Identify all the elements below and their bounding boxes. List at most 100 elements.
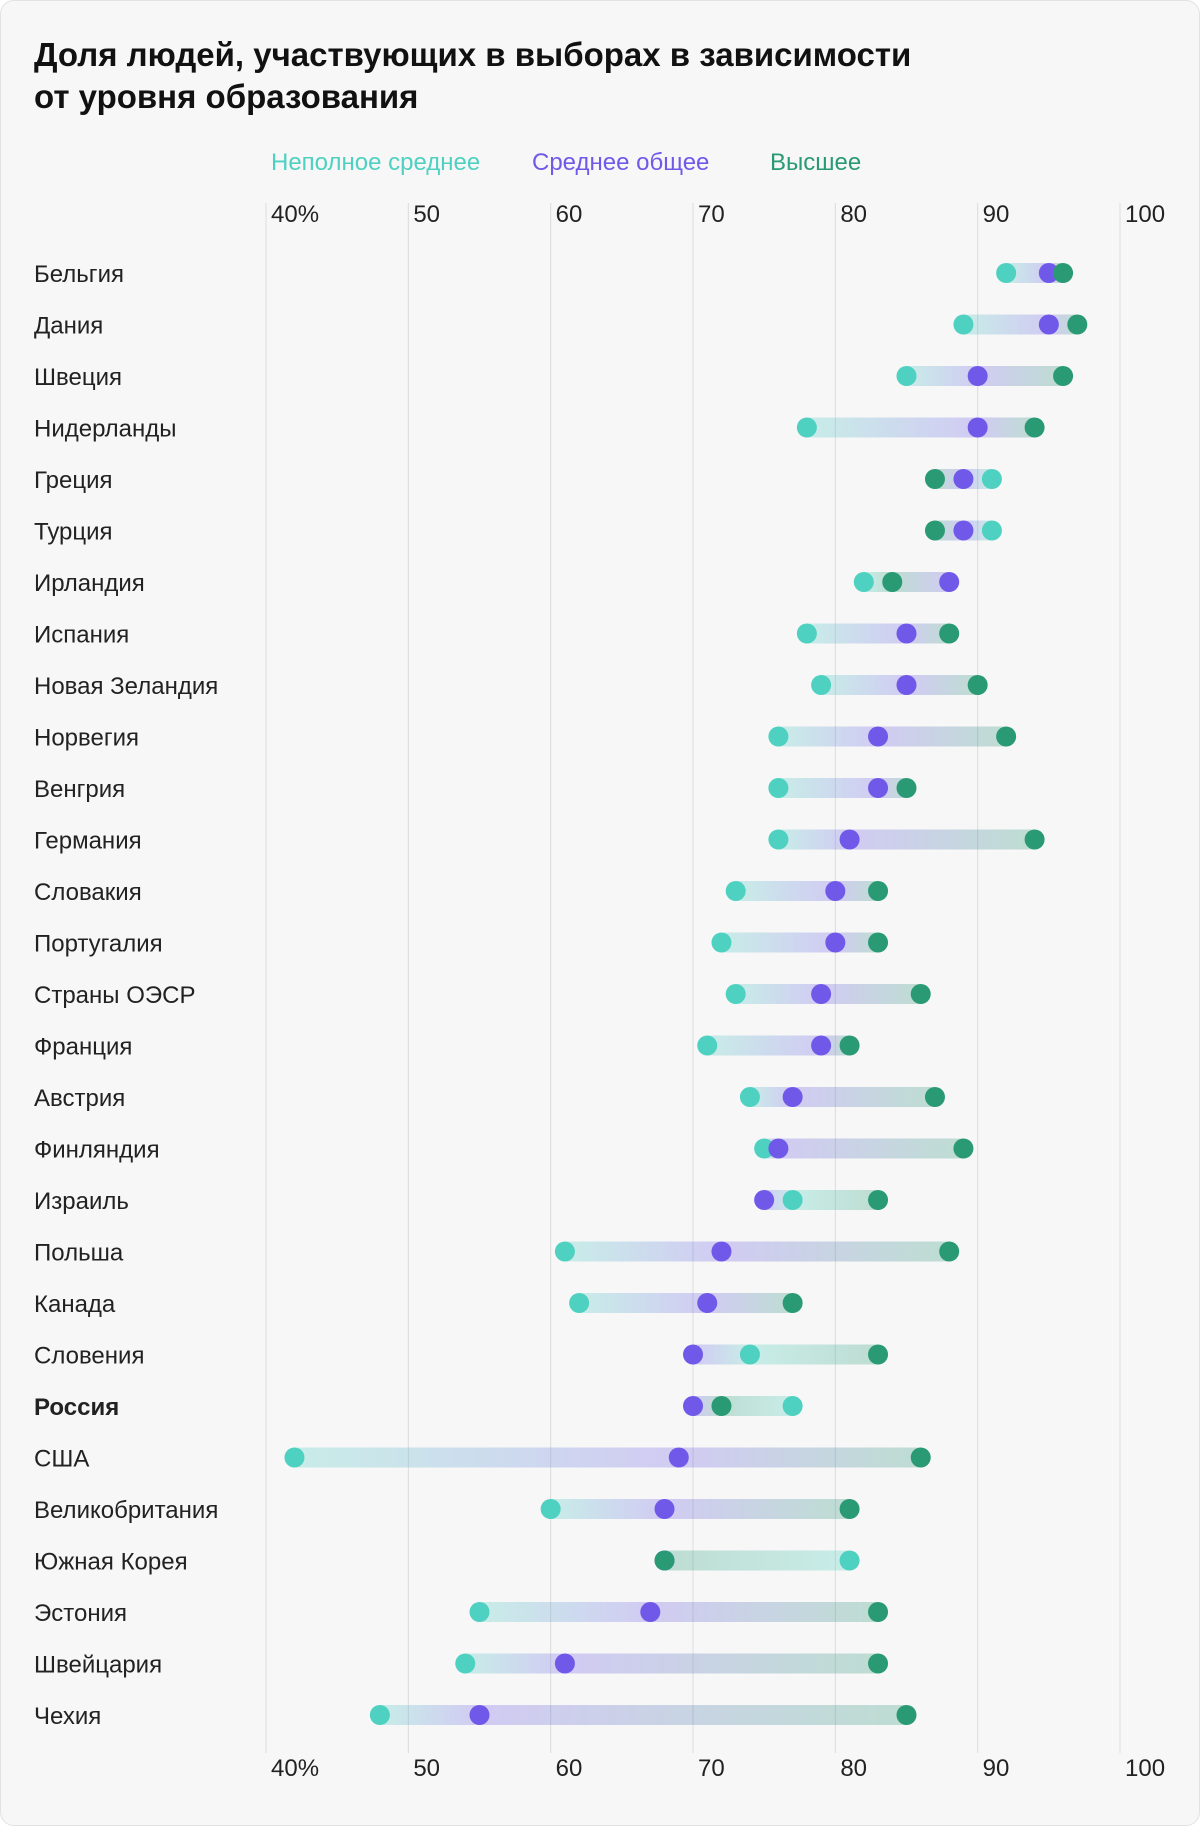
point-неполное-среднее [569, 1293, 590, 1313]
range-bar [465, 1653, 879, 1674]
point-среднее-общее [1038, 314, 1059, 335]
category-label: Бельгия [34, 261, 124, 288]
point-неполное-среднее [540, 1499, 561, 1519]
range-bar [963, 314, 1078, 335]
category-label: Венгрия [34, 776, 125, 803]
category-label: Нидерланды [34, 416, 176, 443]
category-label: Дания [34, 313, 103, 340]
range-bar [579, 1293, 793, 1313]
point-высшее [910, 984, 931, 1004]
row-новая-зеландия: Новая Зеландия [34, 673, 988, 700]
point-высшее [868, 1602, 889, 1622]
point-среднее-общее [953, 520, 974, 541]
point-высшее [782, 1293, 803, 1313]
category-label: США [34, 1446, 89, 1473]
x-tick-label-top-6: 100 [1125, 201, 1165, 228]
category-label: Греция [34, 467, 113, 494]
x-axis-bottom: 40% 50 60 70 80 90 100 [271, 1755, 1165, 1782]
category-label: Германия [34, 828, 142, 855]
point-высшее [1053, 263, 1074, 283]
category-label: Швеция [34, 364, 122, 391]
category-label: Польша [34, 1240, 124, 1267]
category-label: Португалия [34, 931, 163, 958]
point-высшее [868, 1344, 889, 1365]
category-label: Россия [34, 1394, 119, 1421]
point-среднее-общее [469, 1705, 490, 1725]
row-австрия: Австрия [34, 1085, 945, 1112]
range-bar [806, 417, 1035, 438]
point-среднее-общее [868, 726, 889, 747]
point-высшее [953, 1138, 974, 1159]
range-bar [379, 1705, 907, 1725]
point-среднее-общее [640, 1602, 661, 1622]
category-label: Словакия [34, 879, 142, 906]
point-среднее-общее [1038, 263, 1059, 283]
row-чехия: Чехия [34, 1703, 917, 1730]
x-tick-label-bottom-1: 50 [413, 1755, 440, 1782]
row-словения: Словения [34, 1343, 889, 1370]
category-label: Австрия [34, 1085, 125, 1112]
x-tick-label-top-2: 60 [556, 201, 583, 228]
point-среднее-общее [811, 984, 832, 1004]
category-label: Швейцария [34, 1652, 162, 1679]
x-tick-label-top-5: 90 [983, 201, 1010, 228]
chart-title-line-2: от уровня образования [34, 78, 419, 115]
row-сша: США [34, 1446, 931, 1473]
point-высшее [654, 1550, 675, 1571]
point-неполное-среднее [811, 675, 832, 695]
point-высшее [967, 675, 988, 695]
x-axis-top: 40% 50 60 70 80 90 100 [271, 201, 1165, 228]
range-bar [778, 726, 1007, 747]
point-высшее [868, 932, 889, 953]
range-bar [550, 1499, 850, 1519]
point-среднее-общее [953, 469, 974, 489]
point-среднее-общее [967, 366, 988, 386]
chart-title: Доля людей, участвующих в выборах в зави… [34, 34, 1034, 118]
chart-title-line-1: Доля людей, участвующих в выборах в зави… [34, 36, 912, 73]
point-неполное-среднее [455, 1653, 476, 1674]
range-bar [806, 623, 950, 644]
point-среднее-общее [654, 1499, 675, 1519]
range-bar [863, 572, 950, 592]
range-bar [735, 881, 879, 901]
row-словакия: Словакия [34, 879, 889, 906]
rows: Бельгия Дания Швеция Нидерланды Греция Турция… [34, 261, 1088, 1730]
point-неполное-среднее [725, 881, 746, 901]
range-bar [693, 1396, 793, 1416]
legend-item-1: Неполное среднее [271, 149, 480, 176]
legend: Неполное среднее Среднее общее Высшее [271, 149, 861, 176]
point-высшее [1053, 366, 1074, 386]
range-bar [764, 1138, 964, 1159]
point-неполное-среднее [853, 572, 874, 592]
category-label: Новая Зеландия [34, 673, 218, 700]
point-среднее-общее [768, 1138, 789, 1159]
point-высшее [1024, 829, 1045, 850]
point-среднее-общее [683, 1396, 703, 1416]
point-среднее-общее [825, 932, 846, 953]
range-bar [479, 1602, 879, 1622]
range-bar [664, 1550, 850, 1571]
category-label: Великобритания [34, 1497, 218, 1524]
row-бельгия: Бельгия [34, 261, 1074, 288]
point-неполное-среднее [739, 1344, 760, 1365]
point-неполное-среднее [981, 469, 1002, 489]
range-bar [778, 829, 1035, 850]
row-великобритания: Великобритания [34, 1497, 860, 1524]
point-среднее-общее [825, 881, 846, 901]
category-label: Норвегия [34, 725, 139, 752]
point-высшее [924, 1087, 945, 1107]
point-неполное-среднее [284, 1447, 305, 1468]
point-высшее [924, 520, 945, 541]
point-неполное-среднее [768, 829, 789, 850]
row-испания: Испания [34, 622, 960, 649]
category-label: Канада [34, 1291, 116, 1318]
x-tick-label-bottom-4: 80 [840, 1755, 867, 1782]
category-label: Франция [34, 1034, 132, 1061]
x-tick-label-bottom-6: 100 [1125, 1755, 1165, 1782]
point-среднее-общее [754, 1190, 775, 1210]
point-среднее-общее [939, 572, 960, 592]
point-среднее-общее [896, 675, 917, 695]
x-tick-label-bottom-3: 70 [698, 1755, 725, 1782]
point-среднее-общее [554, 1653, 575, 1674]
point-среднее-общее [782, 1087, 803, 1107]
